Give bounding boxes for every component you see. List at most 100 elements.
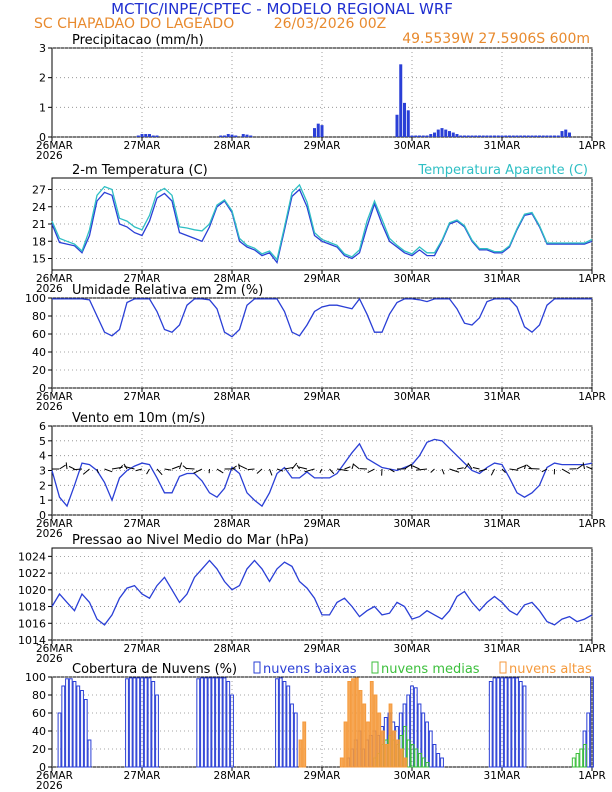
wind-arrow (561, 468, 571, 475)
y-tick-label: 6 (39, 420, 46, 433)
y-tick-label: 1 (39, 494, 46, 507)
x-tick-label: 27MAR (124, 140, 161, 152)
x-year-label: 2026 (36, 780, 63, 792)
series-line-1 (52, 297, 592, 338)
cloud-bar-1 (57, 712, 62, 768)
precip-bar (395, 114, 399, 137)
precip-bar (241, 134, 245, 137)
wind-arrow (193, 468, 203, 474)
cloud-bar-1 (226, 681, 231, 768)
precip-bar (515, 135, 519, 137)
wind-arrow (524, 464, 527, 470)
precip-bar (155, 135, 159, 137)
legend-label: nuvens medias (381, 662, 480, 677)
cloud-bar-1 (275, 678, 279, 768)
wind-arrow (65, 462, 68, 470)
cloud-bar-2 (421, 757, 426, 768)
y-tick-label: 24 (32, 201, 46, 214)
wind-arrow (352, 463, 360, 470)
wind-arrow (586, 466, 593, 470)
precip-bar (459, 135, 463, 137)
cloud-bar-3 (392, 730, 397, 768)
wind-arrow (296, 464, 300, 470)
x-tick-label: 30MAR (394, 391, 431, 403)
panel-title: Pressao ao Nivel Medio do Mar (hPa) (72, 533, 309, 548)
cloud-bar-1 (76, 685, 81, 768)
legend-swatch (371, 661, 379, 674)
wind-arrow (216, 468, 224, 474)
x-tick-label: 30MAR (394, 518, 431, 530)
cloud-bar-3 (377, 712, 382, 768)
y-tick-label: 100 (25, 292, 46, 305)
y-tick-label: 15 (32, 253, 46, 266)
cloud-bar-3 (302, 721, 307, 768)
precip-bar (234, 135, 238, 137)
panel-frame (51, 547, 593, 641)
panel-title: Vento em 10m (m/s) (72, 411, 205, 426)
cloud-bar-1 (200, 677, 204, 768)
x-tick-label: 28MAR (214, 643, 251, 655)
cloud-bar-1 (488, 681, 493, 768)
precip-bar (485, 135, 489, 137)
y-tick-label: 4 (39, 450, 46, 463)
y-tick-label: 60 (32, 328, 46, 341)
cloud-bar-2 (425, 762, 430, 768)
x-tick-label: 27MAR (124, 273, 161, 285)
panel-title: 2-m Temperatura (C) (72, 163, 208, 178)
wind-arrow (256, 468, 263, 474)
wind-arrow (490, 468, 495, 476)
precip-bar (226, 134, 230, 137)
y-tick-label: 20 (32, 364, 46, 377)
cloud-bar-1 (590, 676, 594, 768)
cloud-bar-1 (230, 694, 234, 768)
x-year-label: 2026 (36, 653, 63, 665)
precip-bar (481, 135, 485, 137)
header-title: MCTIC/INPE/CPTEC - MODELO REGIONAL WRF (111, 0, 453, 18)
wind-arrow (456, 467, 464, 470)
panel-2: 15 18 21 24 27 26MAR 27MAR 28MAR 29MAR 30MAR 31MAR… (32, 163, 606, 295)
cloud-bar-3 (351, 678, 355, 768)
precip-bar (230, 134, 234, 137)
panel-title: Cobertura de Nuvens (%) (72, 662, 237, 677)
cloud-bar-1 (215, 677, 219, 768)
x-tick-label: 30MAR (394, 770, 431, 782)
wind-arrow (104, 468, 113, 473)
y-tick-label: 0 (39, 382, 46, 395)
wind-arrow (96, 468, 99, 474)
wind-arrow (576, 464, 584, 470)
x-tick-label: 28MAR (214, 770, 251, 782)
cloud-bar-1 (496, 677, 501, 768)
precip-bar (136, 135, 140, 137)
precip-bar (496, 135, 500, 137)
precip-bar (526, 135, 530, 137)
cloud-bar-1 (286, 685, 291, 768)
cloud-bar-2 (583, 744, 587, 768)
cloud-bar-3 (298, 739, 303, 768)
cloud-bar-1 (151, 681, 156, 768)
y-tick-label: 40 (32, 346, 46, 359)
x-year-label: 2026 (36, 283, 63, 295)
y-tick-label: 40 (32, 725, 46, 738)
x-tick-label: 1APR (578, 391, 606, 403)
x-tick-label: 26MAR (36, 391, 73, 403)
cloud-bar-1 (128, 677, 133, 768)
precip-bar (455, 134, 459, 137)
cloud-bar-1 (515, 677, 519, 768)
precip-bar (553, 135, 556, 137)
x-tick-label: 29MAR (304, 273, 341, 285)
cloud-bar-1 (61, 685, 66, 768)
x-tick-label: 28MAR (214, 518, 251, 530)
cloud-bar-1 (140, 677, 144, 768)
precip-bar (564, 129, 568, 137)
wind-arrow (284, 466, 294, 470)
precip-bar (470, 135, 474, 137)
cloud-bar-1 (211, 677, 216, 768)
precip-bar (316, 123, 320, 137)
wind-arrow (416, 468, 428, 471)
wind-arrow (231, 465, 237, 470)
cloud-bar-1 (83, 699, 88, 768)
precip-bar (151, 135, 155, 137)
x-tick-label: 30MAR (394, 643, 431, 655)
precip-bar (223, 135, 226, 137)
y-tick-label: 80 (32, 310, 46, 323)
